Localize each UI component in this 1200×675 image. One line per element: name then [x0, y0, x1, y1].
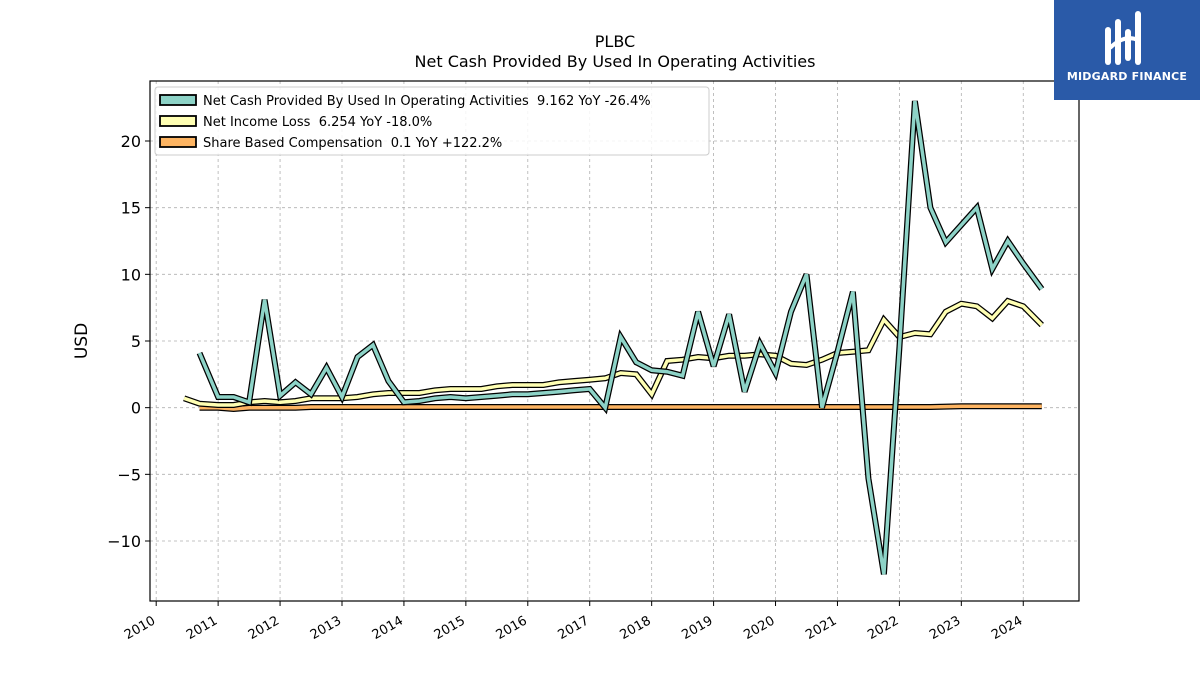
x-axis: 2010 2011 2012 2013 2014 2015 2016 2017 2018 2019… — [122, 601, 1025, 643]
x-tick-label: 2011 — [184, 613, 220, 643]
gridlines — [150, 81, 1079, 601]
legend-box — [154, 86, 710, 156]
y-tick-label: 10 — [121, 265, 141, 284]
x-tick-label: 2023 — [927, 613, 963, 643]
x-tick-label: 2017 — [556, 613, 592, 643]
x-tick-label: 2020 — [741, 613, 777, 643]
x-tick-label: 2024 — [989, 613, 1025, 643]
x-tick-label: 2019 — [679, 613, 715, 643]
legend-swatch — [159, 136, 197, 148]
series-lines — [183, 100, 1045, 575]
x-tick-label: 2010 — [122, 613, 158, 643]
y-tick-label: 0 — [131, 399, 141, 418]
legend: Net Cash Provided By Used In Operating A… — [154, 86, 710, 156]
x-tick-label: 2014 — [370, 613, 406, 643]
y-axis: −10 −5 0 5 10 15 20 — [107, 132, 150, 551]
legend-label: Net Income Loss 6.254 YoY -18.0% — [203, 115, 432, 130]
brand-name: MIDGARD FINANCE — [1066, 70, 1188, 83]
series-line — [197, 100, 1044, 575]
y-tick-label: 5 — [131, 332, 141, 351]
series-line — [199, 404, 1042, 411]
x-tick-label: 2022 — [865, 613, 901, 643]
logo-mark-icon — [1105, 11, 1141, 65]
legend-swatch — [159, 115, 197, 127]
legend-label: Net Cash Provided By Used In Operating A… — [203, 94, 651, 109]
y-tick-label: 20 — [121, 132, 141, 151]
y-tick-label: −5 — [117, 465, 141, 484]
chart-subtitle: Net Cash Provided By Used In Operating A… — [415, 52, 816, 71]
midgard-finance-logo: MIDGARD FINANCE — [1054, 0, 1200, 100]
y-tick-label: −10 — [107, 532, 141, 551]
legend-label: Share Based Compensation 0.1 YoY +122.2% — [203, 136, 502, 151]
x-tick-label: 2018 — [617, 613, 653, 643]
x-tick-label: 2013 — [308, 613, 344, 643]
y-tick-label: 15 — [121, 199, 141, 218]
legend-swatch — [159, 94, 197, 106]
x-tick-label: 2016 — [494, 613, 530, 643]
y-axis-label: USD — [72, 323, 92, 359]
chart-title: PLBC — [595, 32, 635, 51]
x-tick-label: 2015 — [432, 613, 468, 643]
x-tick-label: 2021 — [803, 613, 839, 643]
x-tick-label: 2012 — [246, 613, 282, 643]
